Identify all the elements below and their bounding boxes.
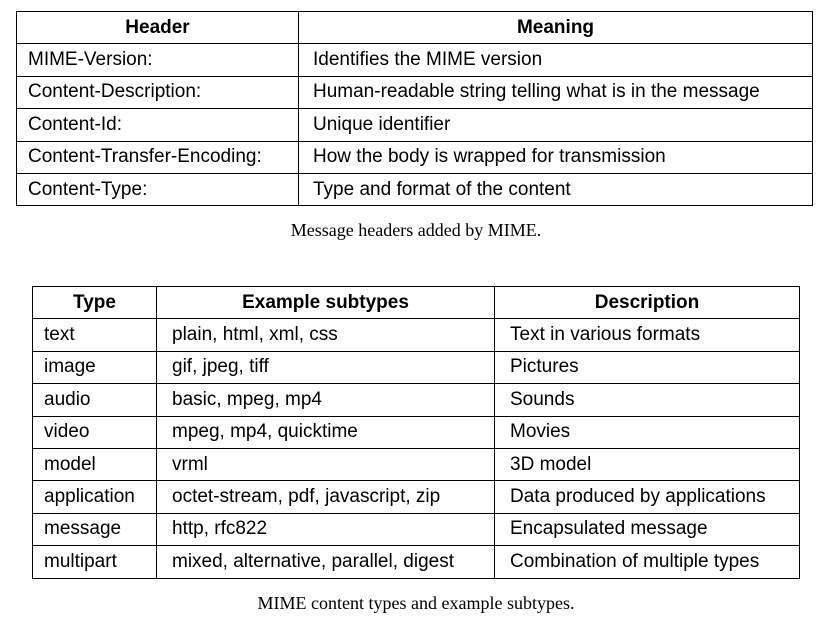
table-row: multipart mixed, alternative, parallel, … — [32, 545, 800, 579]
mime-content-types-table: Type Example subtypes Description text p… — [32, 285, 800, 579]
table-row: message http, rfc822 Encapsulated messag… — [32, 512, 800, 547]
description-cell: Pictures — [494, 350, 800, 385]
header-meaning-cell: Human-readable string telling what is in… — [298, 75, 813, 110]
type-cell: audio — [32, 383, 157, 417]
header-meaning-cell: How the body is wrapped for transmission — [298, 140, 813, 174]
mime-headers-table: Header Meaning MIME-Version: Identifies … — [16, 10, 813, 207]
table-row: Content-Transfer-Encoding: How the body … — [16, 140, 813, 174]
table-row: audio basic, mpeg, mp4 Sounds — [32, 383, 800, 417]
subtypes-cell: vrml — [156, 447, 495, 482]
column-header: Description — [494, 285, 800, 320]
subtypes-cell: http, rfc822 — [156, 512, 495, 547]
table-header-row: Header Meaning — [16, 10, 813, 45]
table-row: application octet-stream, pdf, javascrip… — [32, 480, 800, 514]
table-row: text plain, html, xml, css Text in vario… — [32, 318, 800, 352]
description-cell: Encapsulated message — [494, 512, 800, 547]
description-cell: Data produced by applications — [494, 480, 800, 514]
table-row: model vrml 3D model — [32, 447, 800, 482]
column-header: Type — [32, 285, 157, 320]
column-header: Example subtypes — [156, 285, 495, 320]
type-cell: model — [32, 447, 157, 482]
type-cell: application — [32, 480, 157, 514]
type-cell: message — [32, 512, 157, 547]
table-row: Content-Type: Type and format of the con… — [16, 172, 813, 207]
type-cell: text — [32, 318, 157, 352]
description-cell: Sounds — [494, 383, 800, 417]
header-name-cell: Content-Description: — [16, 75, 299, 110]
column-header: Header — [16, 10, 299, 45]
header-name-cell: Content-Id: — [16, 108, 299, 142]
table-caption: Message headers added by MIME. — [290, 220, 542, 240]
type-cell: multipart — [32, 545, 157, 579]
subtypes-cell: basic, mpeg, mp4 — [156, 383, 495, 417]
description-cell: 3D model — [494, 447, 800, 482]
table-row: MIME-Version: Identifies the MIME versio… — [16, 43, 813, 77]
header-meaning-cell: Unique identifier — [298, 108, 813, 142]
type-cell: image — [32, 350, 157, 385]
column-header: Meaning — [298, 10, 813, 45]
subtypes-cell: plain, html, xml, css — [156, 318, 495, 352]
table-row: image gif, jpeg, tiff Pictures — [32, 350, 800, 385]
type-cell: video — [32, 415, 157, 449]
table-row: Content-Id: Unique identifier — [16, 108, 813, 142]
subtypes-cell: gif, jpeg, tiff — [156, 350, 495, 385]
subtypes-cell: mpeg, mp4, quicktime — [156, 415, 495, 449]
table-header-row: Type Example subtypes Description — [32, 285, 800, 320]
description-cell: Combination of multiple types — [494, 545, 800, 579]
header-meaning-cell: Type and format of the content — [298, 172, 813, 207]
header-name-cell: MIME-Version: — [16, 43, 299, 77]
subtypes-cell: mixed, alternative, parallel, digest — [156, 545, 495, 579]
description-cell: Text in various formats — [494, 318, 800, 352]
description-cell: Movies — [494, 415, 800, 449]
table-row: video mpeg, mp4, quicktime Movies — [32, 415, 800, 449]
table-row: Content-Description: Human-readable stri… — [16, 75, 813, 110]
header-name-cell: Content-Type: — [16, 172, 299, 207]
header-name-cell: Content-Transfer-Encoding: — [16, 140, 299, 174]
table-caption: MIME content types and example subtypes. — [257, 593, 575, 613]
subtypes-cell: octet-stream, pdf, javascript, zip — [156, 480, 495, 514]
header-meaning-cell: Identifies the MIME version — [298, 43, 813, 77]
